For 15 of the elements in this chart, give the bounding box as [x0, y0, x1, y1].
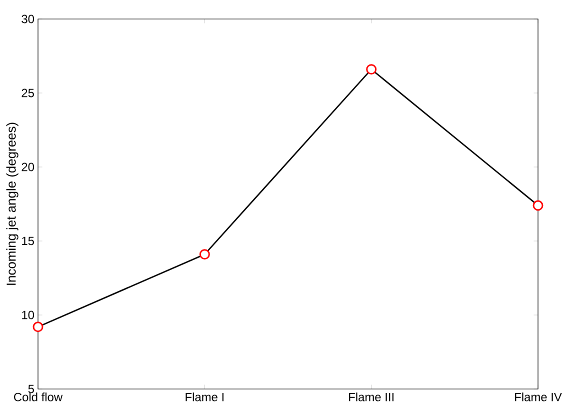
x-tick-label: Flame I [186, 392, 224, 402]
point [199, 249, 210, 260]
x-tick-label: Flame IV [515, 392, 562, 402]
y-tick-label: 30 [22, 14, 34, 24]
y-tick-label: 15 [22, 236, 34, 246]
point [532, 200, 544, 211]
point [366, 64, 377, 75]
y-tick-label: 25 [22, 88, 34, 98]
point [32, 322, 44, 332]
y-tick-label: 10 [22, 310, 34, 320]
y-axis-title: Incoming jet angle (degrees) [6, 122, 18, 285]
y-tick-label: 5 [28, 384, 34, 394]
y-tick-label: 20 [22, 162, 34, 172]
x-tick-label: Cold flow [14, 392, 63, 402]
x-tick-label: Flame III [349, 392, 394, 402]
